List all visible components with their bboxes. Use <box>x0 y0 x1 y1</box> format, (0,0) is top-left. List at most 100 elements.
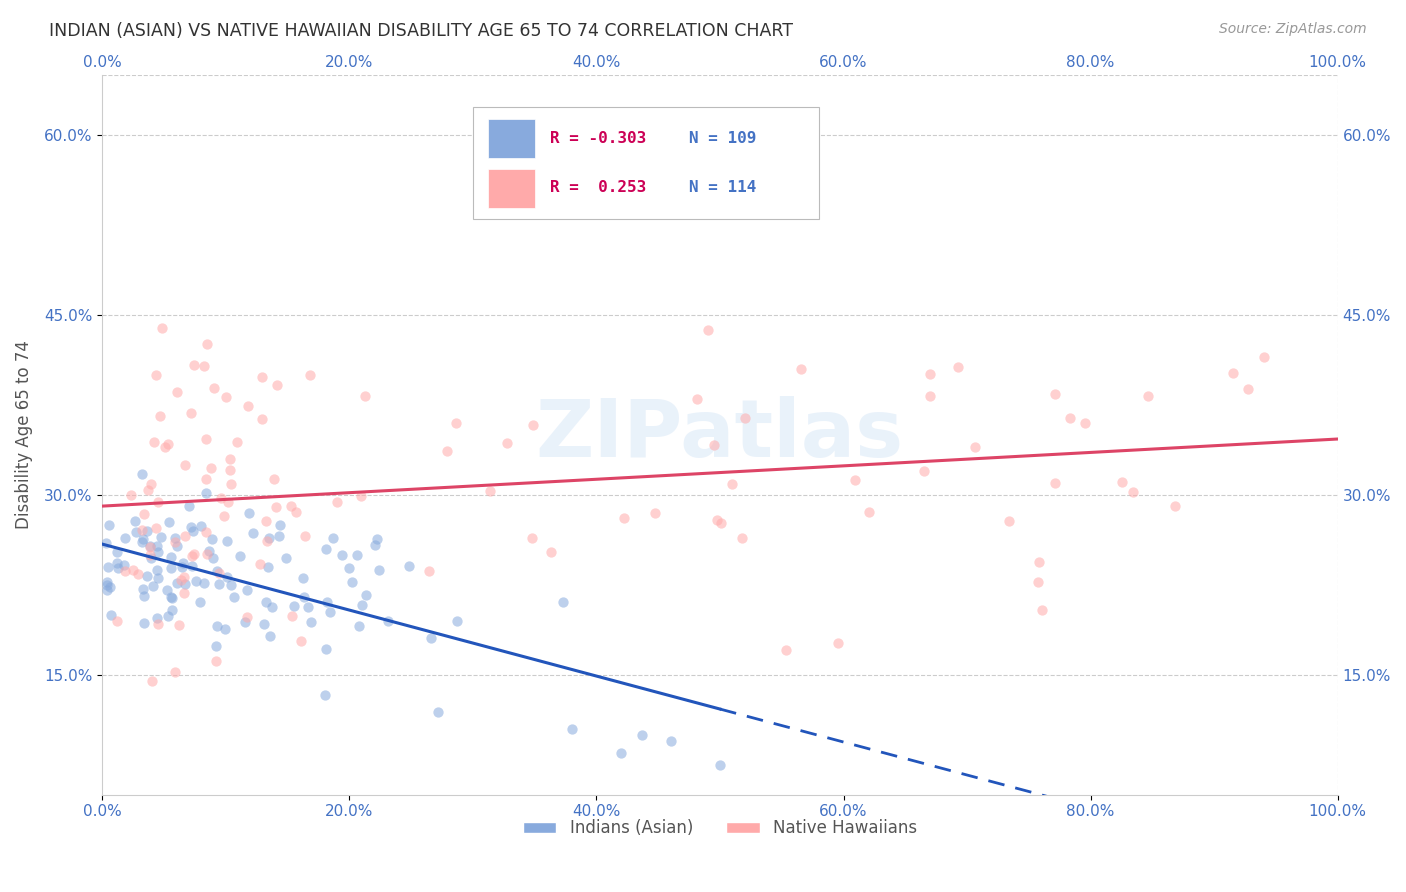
Point <box>105 556 128 570</box>
Point <box>283 599 305 614</box>
Point <box>181 559 204 574</box>
Point <box>146 539 169 553</box>
Text: N = 109: N = 109 <box>689 130 756 145</box>
Point <box>134 589 156 603</box>
Point <box>121 563 143 577</box>
Point <box>204 654 226 668</box>
Point <box>105 545 128 559</box>
Point <box>163 535 186 549</box>
Point <box>522 417 544 432</box>
Point <box>180 406 202 420</box>
Point <box>709 757 731 772</box>
Point <box>209 491 232 505</box>
Text: N = 114: N = 114 <box>689 179 756 194</box>
Point <box>114 565 136 579</box>
Point <box>214 622 236 636</box>
Point <box>172 556 194 570</box>
Point <box>1111 475 1133 489</box>
Point <box>520 532 543 546</box>
Point <box>195 337 218 351</box>
Point <box>318 605 340 619</box>
Point <box>146 617 169 632</box>
Point <box>149 409 172 423</box>
FancyBboxPatch shape <box>472 107 818 219</box>
Text: R =  0.253: R = 0.253 <box>550 179 645 194</box>
Point <box>146 571 169 585</box>
Point <box>94 536 117 550</box>
Point <box>946 359 969 374</box>
Point <box>212 508 235 523</box>
Point <box>610 746 633 760</box>
Point <box>630 728 652 742</box>
Point <box>219 451 242 466</box>
Point <box>294 528 316 542</box>
Point <box>235 615 257 629</box>
Point <box>145 521 167 535</box>
Point <box>194 472 217 486</box>
Point <box>146 495 169 509</box>
Point <box>173 586 195 600</box>
Point <box>155 440 177 454</box>
Point <box>114 532 136 546</box>
Point <box>207 566 229 580</box>
Point <box>478 484 501 499</box>
Point <box>644 507 666 521</box>
Point <box>150 321 173 335</box>
Point <box>775 643 797 657</box>
Point <box>1028 555 1050 569</box>
Point <box>193 359 215 374</box>
Point <box>98 580 121 594</box>
Point <box>912 464 935 478</box>
Point <box>496 436 519 450</box>
Point <box>858 504 880 518</box>
Point <box>159 550 181 565</box>
Point <box>132 582 155 596</box>
Point <box>297 600 319 615</box>
Point <box>181 524 204 539</box>
Point <box>173 569 195 583</box>
Point <box>827 635 849 649</box>
Point <box>340 575 363 590</box>
Point <box>197 543 219 558</box>
Point <box>1043 476 1066 491</box>
Point <box>124 514 146 528</box>
Point <box>135 524 157 539</box>
Point <box>266 378 288 392</box>
Point <box>1059 410 1081 425</box>
Point <box>920 389 942 403</box>
Point <box>436 444 458 458</box>
Point <box>166 576 188 591</box>
Point <box>183 358 205 372</box>
Point <box>181 549 204 564</box>
Point <box>188 595 211 609</box>
Point <box>141 674 163 689</box>
Text: ZIPatlas: ZIPatlas <box>536 396 904 474</box>
Point <box>364 538 387 552</box>
Point <box>350 489 373 503</box>
Point <box>156 583 179 598</box>
Point <box>205 639 228 653</box>
Point <box>134 615 156 630</box>
Point <box>446 614 468 628</box>
Point <box>697 323 720 337</box>
Point <box>499 152 522 166</box>
Point <box>249 557 271 571</box>
Point <box>170 573 193 587</box>
Point <box>131 523 153 537</box>
Point <box>299 615 322 630</box>
Point <box>366 532 388 546</box>
Point <box>686 392 709 407</box>
Point <box>163 532 186 546</box>
Point <box>997 514 1019 528</box>
Point <box>281 609 304 624</box>
Point <box>1074 417 1097 431</box>
Point <box>290 634 312 648</box>
Point <box>1031 603 1053 617</box>
Point <box>174 577 197 591</box>
Point <box>145 563 167 577</box>
Text: INDIAN (ASIAN) VS NATIVE HAWAIIAN DISABILITY AGE 65 TO 74 CORRELATION CHART: INDIAN (ASIAN) VS NATIVE HAWAIIAN DISABI… <box>49 22 793 40</box>
Point <box>219 578 242 592</box>
Point <box>226 435 249 450</box>
Point <box>195 547 218 561</box>
Point <box>918 367 941 381</box>
